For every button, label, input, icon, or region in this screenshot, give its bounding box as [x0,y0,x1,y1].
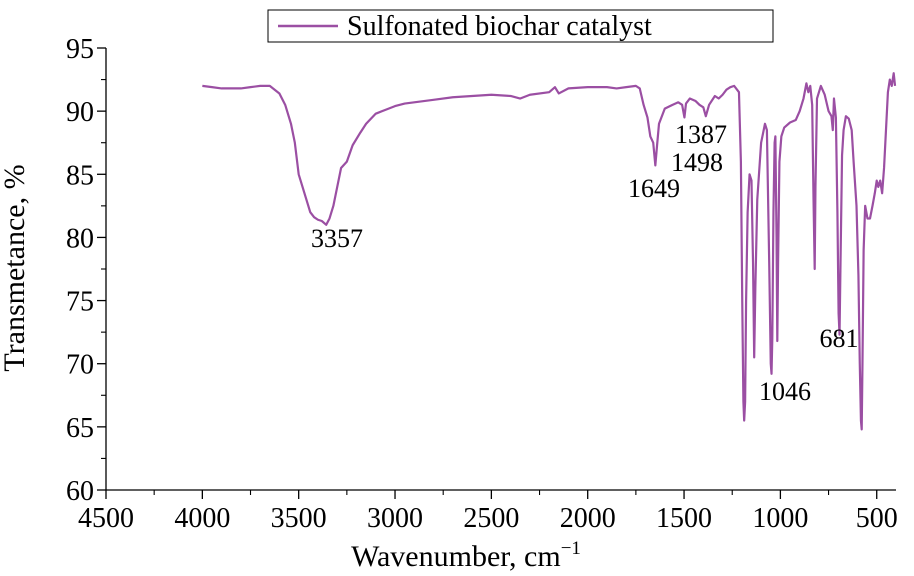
peak-label: 1649 [628,174,680,203]
y-tick-label: 65 [66,413,94,444]
x-tick-label: 1000 [752,503,808,534]
x-tick-label: 500 [856,503,898,534]
series-layer [202,72,897,431]
ticks: 60 65 70 75 80 85 90 95 4500 4000 3500 3000 2500 2000… [66,34,898,534]
y-tick-label: 95 [66,34,94,65]
x-tick-label: 2000 [560,503,616,534]
peak-label: 3357 [311,224,363,253]
y-tick-label: 80 [66,223,94,254]
x-tick-label: 3000 [367,503,423,534]
peak-label: 1387 [675,120,727,149]
y-tick-label: 85 [66,160,94,191]
peak-label: 1498 [671,148,723,177]
y-tick-label: 75 [66,287,94,318]
y-tick-label: 60 [66,476,94,507]
x-tick-label: 4500 [78,503,134,534]
peak-label: 1046 [759,377,811,406]
legend-label: Sulfonated biochar catalyst [347,11,652,42]
x-tick-label: 4000 [174,503,230,534]
series-line [202,72,897,431]
y-axis-title: Transmetance, % [0,164,31,371]
y-tick-label: 70 [66,350,94,381]
x-tick-label: 3500 [271,503,327,534]
legend: Sulfonated biochar catalyst [267,9,774,43]
x-axis-title: Wavenumber, cm−1 [351,538,581,573]
x-tick-label: 2500 [463,503,519,534]
x-axis-title-text: Wavenumber, cm [351,540,561,573]
y-tick-label: 90 [66,97,94,128]
x-tick-label: 1500 [656,503,712,534]
peak-label: 681 [820,324,859,353]
legend-box [267,9,774,43]
x-axis-title-superscript: −1 [561,538,581,559]
